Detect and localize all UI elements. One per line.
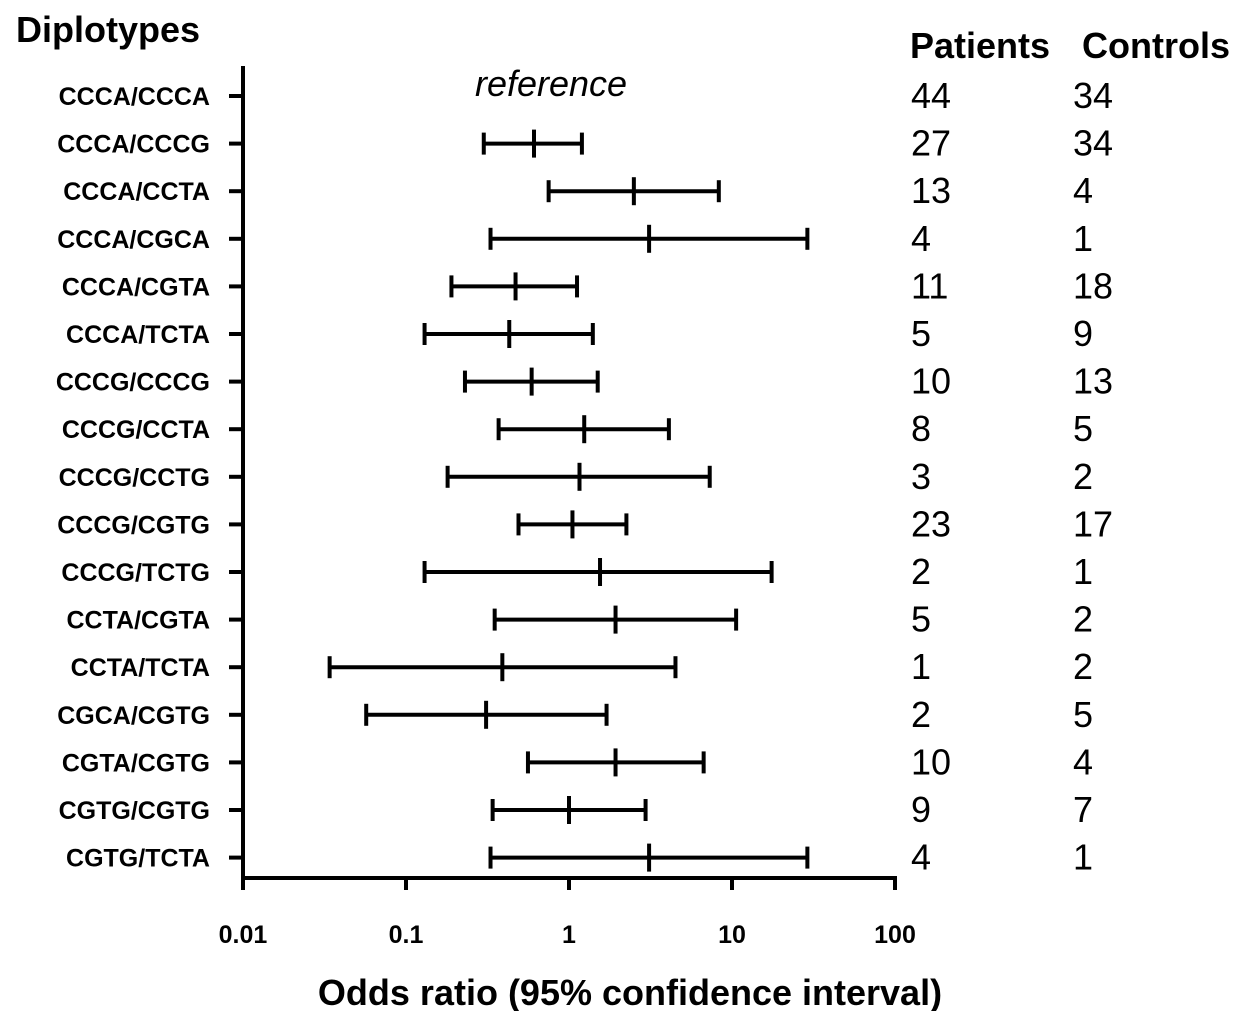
controls-count: 5 [1073,408,1093,449]
row-label: CCCG/TCTG [61,559,210,587]
x-tick-label: 0.1 [389,921,424,949]
forest-row: CCCA/CCCA reference 44 34 [59,63,1113,116]
row-label: CCCA/CCTA [63,178,210,206]
forest-row: CCCA/CCCG 27 34 [57,123,1113,164]
patients-count: 4 [911,218,931,259]
row-label: CCCG/CCCG [56,369,210,397]
controls-count: 4 [1073,170,1093,211]
x-axis-title: Odds ratio (95% confidence interval) [318,972,942,1011]
patients-count: 1 [911,646,931,687]
row-label: CCCG/CGTG [57,511,210,539]
controls-count: 4 [1073,741,1093,782]
row-label: CGTG/TCTA [66,845,210,873]
forest-row: CCCA/CGTA 11 18 [62,265,1113,306]
x-tick-label: 10 [718,921,746,949]
patients-count: 2 [911,694,931,735]
forest-row: CGTG/TCTA 4 1 [66,837,1093,878]
forest-row: CCCA/CGCA 4 1 [57,218,1093,259]
row-label: CGCA/CGTG [57,702,210,730]
row-label: CCCA/CGTA [62,273,210,301]
forest-row: CCCG/CGTG 23 17 [57,503,1113,544]
controls-count: 13 [1073,361,1113,402]
patients-count: 9 [911,789,931,830]
patients-count: 11 [911,265,948,306]
patients-count: 10 [911,361,951,402]
patients-count: 5 [911,599,931,640]
row-label: CCCA/CCCA [59,83,210,111]
x-tick-label: 1 [562,921,576,949]
reference-label: reference [475,63,627,104]
controls-count: 1 [1073,551,1093,592]
controls-count: 34 [1073,75,1113,116]
row-label: CCCA/CGCA [57,226,210,254]
row-label: CCTA/CGTA [67,607,211,635]
patients-count: 5 [911,313,931,354]
forest-row: CCCG/TCTG 2 1 [61,551,1093,592]
forest-row: CGTG/CGTG 9 7 [59,789,1093,830]
patients-count: 27 [911,123,951,164]
controls-count: 1 [1073,837,1093,878]
controls-header: Controls [1082,25,1230,66]
row-label: CCCG/CCTG [59,464,210,492]
controls-count: 1 [1073,218,1093,259]
forest-row: CCCA/TCTA 5 9 [66,313,1093,354]
forest-row: CCCG/CCTA 8 5 [62,408,1093,449]
forest-row: CGTA/CGTG 10 4 [62,741,1093,782]
controls-count: 9 [1073,313,1093,354]
patients-count: 23 [911,503,951,544]
forest-row: CCCG/CCTG 3 2 [59,456,1093,497]
forest-row: CCCG/CCCG 10 13 [56,361,1113,402]
controls-count: 18 [1073,265,1113,306]
axes: 0.01 0.1 1 10 100 [219,66,916,949]
forest-row: CCTA/CGTA 5 2 [67,599,1094,640]
chart-title: Diplotypes [16,9,200,50]
patients-count: 4 [911,837,931,878]
row-label: CCCA/CCCG [57,131,210,159]
patients-count: 13 [911,170,951,211]
row-label: CGTG/CGTG [59,797,210,825]
patients-count: 44 [911,75,951,116]
patients-count: 3 [911,456,931,497]
row-label: CCTA/TCTA [71,654,210,682]
controls-count: 2 [1073,646,1093,687]
forest-row: CCTA/TCTA 1 2 [71,646,1093,687]
row-label: CCCA/TCTA [66,321,210,349]
x-tick-label: 100 [874,921,916,949]
controls-count: 17 [1073,503,1113,544]
x-tick-label: 0.01 [219,921,268,949]
patients-header: Patients [910,25,1050,66]
patients-count: 10 [911,741,951,782]
row-label: CCCG/CCTA [62,416,210,444]
row-label: CGTA/CGTG [62,749,210,777]
controls-count: 2 [1073,456,1093,497]
controls-count: 2 [1073,599,1093,640]
patients-count: 8 [911,408,931,449]
forest-row: CCCA/CCTA 13 4 [63,170,1093,211]
patients-count: 2 [911,551,931,592]
controls-count: 34 [1073,123,1113,164]
controls-count: 5 [1073,694,1093,735]
controls-count: 7 [1073,789,1093,830]
forest-row: CGCA/CGTG 2 5 [57,694,1093,735]
